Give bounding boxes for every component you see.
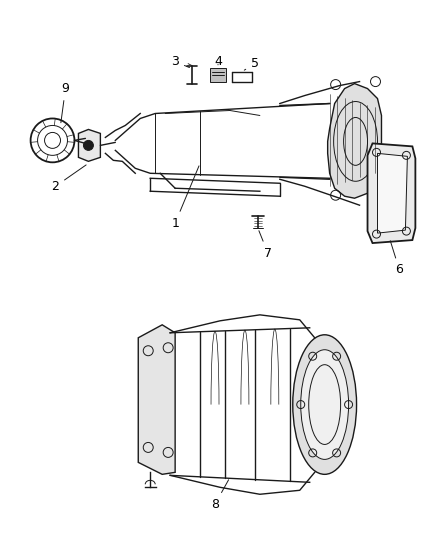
Text: 1: 1	[171, 166, 199, 230]
Text: 2: 2	[52, 165, 86, 193]
Text: 3: 3	[171, 55, 190, 68]
Text: 8: 8	[211, 480, 229, 511]
Polygon shape	[138, 325, 175, 474]
Polygon shape	[378, 154, 407, 233]
Polygon shape	[328, 84, 381, 198]
Text: 7: 7	[259, 231, 272, 260]
Circle shape	[83, 140, 93, 150]
Text: 5: 5	[244, 57, 259, 70]
Text: 6: 6	[390, 241, 403, 277]
Ellipse shape	[293, 335, 357, 474]
Text: 9: 9	[61, 82, 70, 123]
Ellipse shape	[301, 350, 349, 459]
Polygon shape	[210, 68, 226, 82]
Polygon shape	[78, 130, 100, 161]
Text: 4: 4	[214, 55, 222, 68]
Polygon shape	[367, 143, 415, 243]
